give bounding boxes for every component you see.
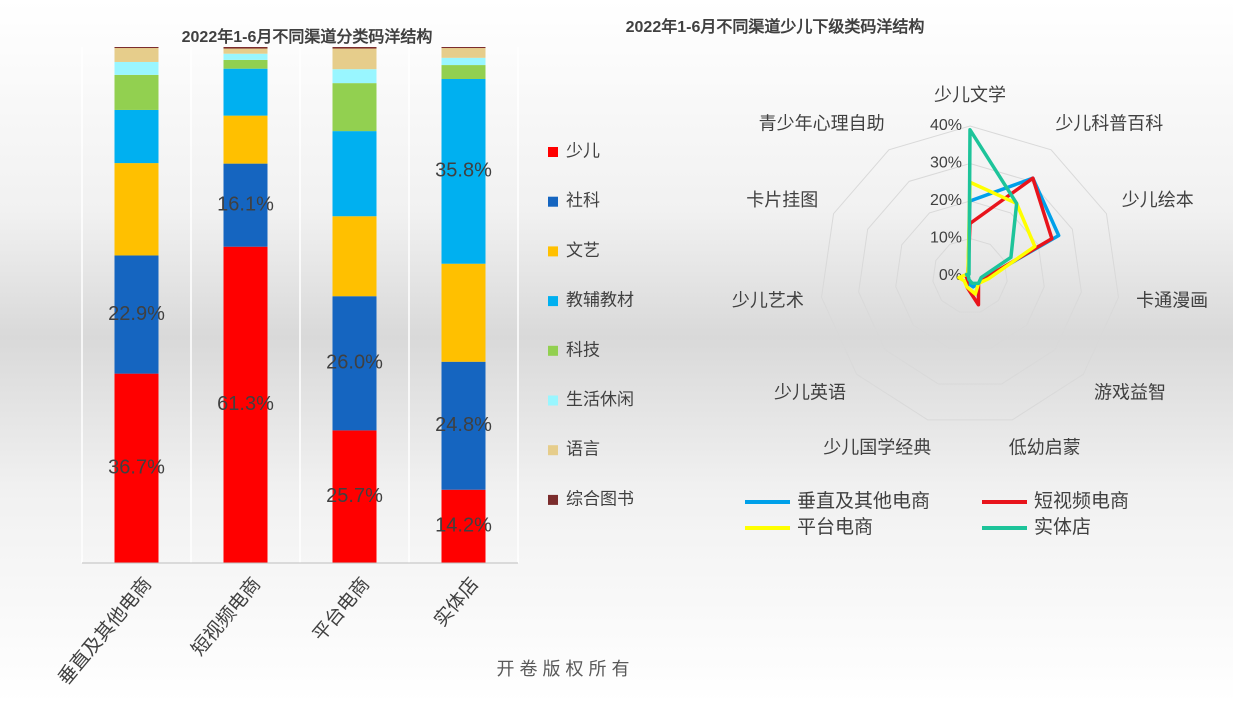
x-tick-label: 垂直及其他电商 [54, 573, 156, 689]
axis-label: 卡片挂图 [746, 190, 818, 210]
data-label: 25.7% [326, 485, 383, 507]
bar-segment [441, 65, 486, 79]
data-label: 26.0% [326, 352, 383, 374]
data-label: 16.1% [217, 193, 274, 215]
bar-segment [223, 163, 268, 247]
r-tick-label: 10% [930, 230, 962, 247]
legend-label: 文艺 [566, 241, 600, 260]
bar-segment [332, 131, 377, 217]
legend-swatch [548, 246, 558, 257]
axis-label: 卡通漫画 [1136, 290, 1208, 310]
data-label: 36.7% [108, 457, 165, 479]
bar-segment [441, 263, 486, 362]
data-label: 22.9% [108, 303, 165, 325]
axis-label: 少儿绘本 [1122, 190, 1194, 210]
legend-label: 社科 [566, 191, 600, 210]
chart-title: 2022年1-6月不同渠道少儿下级类码洋结构 [626, 17, 925, 36]
r-tick-label: 40% [930, 117, 962, 134]
data-label: 61.3% [217, 393, 274, 415]
legend-label: 平台电商 [797, 516, 873, 538]
bar-segment [114, 373, 159, 563]
x-tick-label: 平台电商 [308, 573, 374, 645]
grid-ring [932, 237, 1008, 313]
x-tick-label: 短视频电商 [187, 573, 265, 660]
bar-segment [114, 47, 159, 49]
footer: 开 卷 版 权 所 有 [496, 659, 629, 679]
bar-segment [223, 53, 268, 60]
data-label: 14.2% [435, 515, 492, 537]
radar-line [964, 128, 1019, 286]
axis-label: 青少年心理自助 [759, 113, 885, 133]
legend-swatch [548, 345, 558, 356]
axis-label: 少儿英语 [774, 383, 846, 403]
legend-label: 科技 [566, 340, 600, 359]
r-tick-label: 0% [939, 267, 962, 284]
legend-label: 短视频电商 [1034, 490, 1129, 512]
data-label: 35.8% [435, 160, 492, 182]
bar-segment [114, 74, 159, 110]
legend-swatch [548, 147, 558, 157]
legend-label: 教辅教材 [566, 291, 634, 310]
bar-segment [441, 48, 486, 58]
bar-segment [332, 83, 377, 132]
axis-label: 少儿国学经典 [823, 437, 931, 457]
bar-segment [114, 109, 159, 164]
axis-label: 少儿文学 [934, 85, 1006, 105]
axis-label: 少儿艺术 [732, 290, 804, 310]
bar-segment [114, 61, 159, 75]
bar-segment [332, 216, 377, 297]
axis-label: 低幼启蒙 [1009, 437, 1081, 457]
chart-title: 2022年1-6月不同渠道分类码洋结构 [182, 27, 433, 46]
data-label: 24.8% [435, 414, 492, 436]
legend-swatch [548, 196, 558, 207]
grid-ring [858, 162, 1082, 385]
axis-label: 游戏益智 [1094, 383, 1166, 403]
bar-segment [332, 296, 377, 431]
bar-segment [223, 48, 268, 54]
bar-segment [332, 48, 377, 70]
bar-segment [441, 57, 486, 66]
bar-segment [441, 47, 486, 49]
legend-label: 垂直及其他电商 [797, 490, 930, 512]
bar-segment [441, 78, 486, 264]
bar-segment [332, 47, 377, 49]
bar-segment [441, 361, 486, 490]
legend-label: 实体店 [1034, 516, 1091, 538]
grid-ring [821, 125, 1119, 421]
bar-segment [223, 47, 268, 49]
legend-label: 语言 [566, 440, 600, 459]
legend-label: 生活休闲 [566, 390, 634, 409]
r-tick-label: 20% [930, 192, 962, 209]
bar-segment [114, 255, 159, 374]
axis-label: 少儿科普百科 [1055, 113, 1163, 133]
bar-segment [332, 69, 377, 84]
bar-segment [223, 115, 268, 164]
legend-swatch [548, 494, 558, 505]
x-tick-label: 实体店 [430, 573, 484, 631]
legend-swatch [548, 395, 558, 406]
bar-segment [441, 489, 486, 563]
bar-segment [223, 246, 268, 563]
legend-swatch [548, 445, 558, 456]
bar-segment [332, 430, 377, 563]
legend-label: 少儿 [566, 141, 600, 160]
bar-segment [114, 163, 159, 256]
bar-segment [223, 68, 268, 116]
r-tick-label: 30% [930, 155, 962, 172]
bar-segment [223, 59, 268, 69]
legend-label: 综合图书 [566, 489, 634, 508]
legend-swatch [548, 296, 558, 307]
bar-segment [114, 48, 159, 62]
